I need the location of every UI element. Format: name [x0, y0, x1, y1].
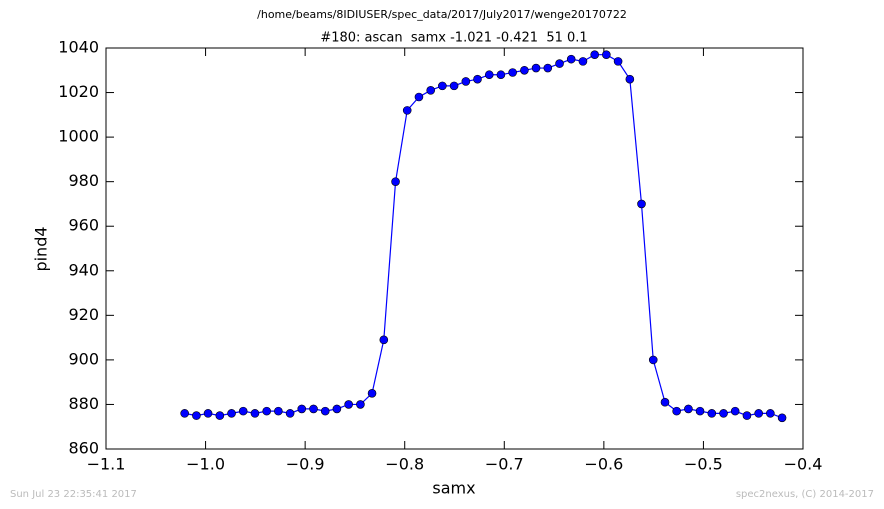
data-point — [695, 406, 705, 416]
x-tick-label: −1.1 — [87, 455, 126, 474]
y-tick-label: 940 — [68, 260, 99, 279]
data-point — [250, 409, 260, 418]
data-point — [203, 409, 213, 418]
data-point — [285, 409, 295, 418]
data-point — [742, 411, 752, 420]
x-axis-label: samx — [432, 479, 475, 498]
data-point — [590, 50, 599, 59]
data-point — [402, 106, 412, 115]
data-point — [379, 335, 389, 345]
y-tick-label: 920 — [68, 305, 99, 324]
data-point — [484, 70, 494, 80]
data-point — [566, 54, 576, 64]
data-point — [473, 74, 482, 84]
x-tick-label: −0.9 — [286, 455, 325, 474]
data-point — [730, 406, 740, 416]
x-tick-label: −0.6 — [584, 455, 623, 474]
data-point — [520, 65, 529, 75]
plot-frame — [105, 47, 804, 450]
data-point — [438, 81, 447, 91]
x-tick-label: −0.7 — [485, 455, 524, 474]
data-point — [414, 92, 424, 102]
y-tick-label: 880 — [68, 394, 99, 413]
data-point — [356, 400, 365, 409]
data-point — [344, 400, 353, 409]
data-point — [648, 355, 658, 365]
x-tick-label: −0.5 — [684, 455, 723, 474]
y-tick-label: 1040 — [58, 38, 99, 57]
data-point — [461, 77, 471, 86]
data-point — [309, 404, 318, 414]
footer-left: Sun Jul 23 22:35:41 2017 — [10, 489, 137, 500]
data-point — [637, 199, 646, 209]
data-point — [531, 63, 541, 73]
y-tick-label: 960 — [68, 216, 99, 235]
data-point — [426, 86, 436, 95]
data-point — [332, 404, 342, 414]
y-tick-label: 980 — [68, 171, 99, 190]
x-tick-label: −0.4 — [784, 455, 823, 474]
data-point — [262, 406, 272, 416]
data-line — [184, 54, 783, 419]
data-point — [754, 409, 763, 418]
data-point — [613, 57, 623, 66]
data-point — [625, 74, 635, 84]
data-point — [227, 409, 236, 418]
x-tick-label: −0.8 — [385, 455, 424, 474]
y-tick-label: 900 — [68, 349, 99, 368]
data-point — [496, 70, 506, 80]
data-point — [578, 57, 588, 66]
data-point — [508, 68, 517, 77]
data-point — [602, 50, 611, 59]
x-tick-label: −1.0 — [186, 455, 225, 474]
data-point — [391, 177, 400, 186]
data-point — [707, 409, 717, 418]
data-point — [238, 406, 248, 416]
data-point — [297, 404, 307, 414]
data-point — [320, 406, 330, 416]
y-tick-label: 1020 — [58, 82, 99, 101]
y-tick-label: 860 — [68, 439, 99, 458]
data-point — [192, 411, 201, 420]
data-point — [555, 59, 564, 68]
data-point — [777, 413, 787, 423]
data-point — [672, 406, 681, 416]
data-point — [543, 63, 553, 73]
chart-title: #180: ascan samx -1.021 -0.421 51 0.1 — [320, 31, 587, 46]
data-point — [660, 397, 670, 407]
data-point — [215, 411, 225, 420]
data-point — [684, 404, 693, 414]
data-point — [449, 81, 459, 91]
y-tick-label: 1000 — [58, 127, 99, 146]
suptitle: /home/beams/8IDIUSER/spec_data/2017/July… — [257, 8, 627, 21]
data-point — [719, 409, 728, 418]
data-point — [367, 389, 377, 398]
data-point — [766, 409, 775, 418]
footer-right: spec2nexus, (C) 2014-2017 — [736, 489, 874, 500]
data-point — [274, 406, 283, 416]
y-axis-label: pind4 — [32, 226, 51, 271]
data-point — [180, 409, 189, 418]
